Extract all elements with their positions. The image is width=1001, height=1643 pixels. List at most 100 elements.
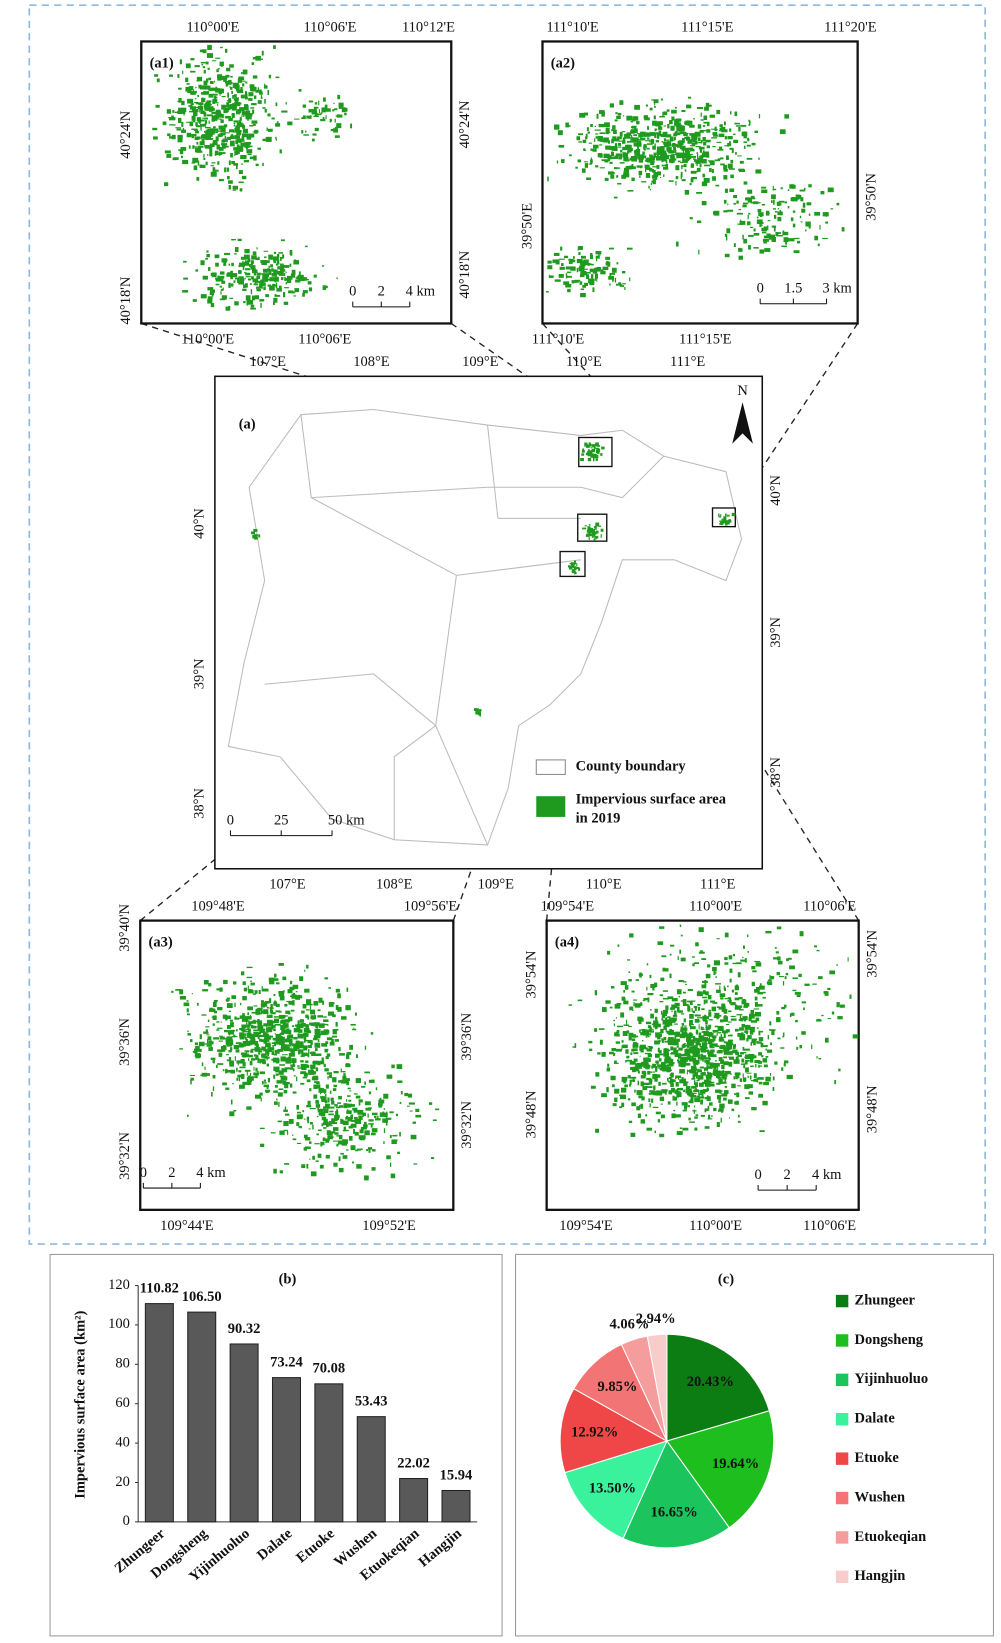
impervious-patch [699, 1032, 702, 1035]
impervious-patch [695, 134, 696, 136]
impervious-patch [663, 167, 668, 170]
impervious-patch [620, 1012, 624, 1017]
impervious-patch [609, 248, 614, 250]
impervious-patch [309, 287, 312, 291]
impervious-patch [785, 241, 787, 245]
impervious-patch [606, 128, 608, 133]
impervious-patch [627, 141, 632, 143]
impervious-patch [289, 1119, 294, 1124]
impervious-patch [251, 260, 254, 264]
impervious-patch [253, 1005, 257, 1006]
impervious-patch [193, 1051, 198, 1053]
impervious-patch [583, 148, 585, 151]
impervious-patch [229, 86, 230, 87]
impervious-patch [748, 213, 750, 215]
impervious-patch [372, 1113, 378, 1115]
impervious-patch [248, 98, 252, 101]
impervious-patch [730, 111, 731, 114]
impervious-patch [262, 1082, 267, 1083]
page: 110°00'E110°06'E110°12'E110°00'E110°06'E… [0, 0, 1001, 1643]
impervious-patch [273, 1028, 276, 1031]
impervious-patch [238, 281, 244, 285]
impervious-patch [708, 995, 712, 999]
impervious-patch [251, 255, 257, 259]
impervious-patch [671, 1088, 675, 1093]
scale-label: 4 km [812, 1167, 842, 1183]
impervious-patch [239, 170, 243, 174]
impervious-patch [272, 1048, 273, 1050]
impervious-patch [560, 267, 565, 270]
impervious-patch [618, 113, 622, 115]
impervious-patch [740, 1052, 744, 1054]
impervious-patch [200, 141, 205, 145]
impervious-patch [250, 1050, 253, 1053]
impervious-patch [264, 1024, 266, 1026]
impervious-patch [232, 106, 237, 111]
impervious-patch [592, 287, 594, 292]
impervious-patch [242, 1031, 244, 1032]
impervious-patch [229, 264, 231, 266]
impervious-patch [625, 159, 629, 161]
impervious-patch [690, 1026, 696, 1029]
impervious-patch [663, 111, 667, 115]
impervious-patch [362, 1113, 364, 1117]
left-tick-label: 39°48'N [523, 1090, 539, 1138]
impervious-patch [578, 141, 582, 142]
map-panel: 109°48'E109°56'E109°44'E109°52'E39°40'N3… [117, 898, 475, 1233]
impervious-patch [296, 1105, 299, 1110]
impervious-patch [683, 1110, 687, 1112]
impervious-patch [783, 1033, 785, 1036]
impervious-patch [240, 1003, 241, 1005]
impervious-patch [267, 1052, 269, 1056]
impervious-patch [628, 1098, 630, 1100]
impervious-patch [248, 1026, 250, 1027]
impervious-patch [660, 146, 664, 149]
impervious-patch [320, 1061, 324, 1065]
impervious-patch [244, 1031, 248, 1033]
impervious-patch [332, 1036, 337, 1038]
impervious-patch [629, 1036, 632, 1040]
impervious-patch [630, 131, 634, 134]
impervious-patch [261, 1039, 264, 1042]
impervious-patch [282, 1054, 288, 1055]
impervious-patch [642, 151, 644, 155]
impervious-patch [334, 1115, 339, 1120]
impervious-patch [759, 986, 765, 990]
impervious-patch [185, 78, 188, 82]
impervious-patch [268, 284, 271, 286]
impervious-patch [653, 1086, 655, 1090]
impervious-patch [299, 976, 303, 981]
impervious-patch [725, 1086, 727, 1088]
impervious-patch [206, 162, 208, 165]
impervious-patch [181, 156, 183, 158]
impervious-patch [263, 286, 265, 290]
impervious-patch [799, 1045, 801, 1048]
impervious-patch [588, 458, 591, 461]
impervious-patch [306, 1009, 310, 1010]
impervious-patch [290, 264, 292, 267]
impervious-patch [253, 57, 256, 59]
impervious-patch [356, 1054, 358, 1058]
impervious-patch [683, 134, 688, 136]
impervious-patch [698, 1077, 700, 1081]
impervious-patch [240, 155, 246, 159]
bottom-tick-label: 110°E [586, 877, 622, 893]
impervious-patch [213, 1037, 219, 1039]
impervious-patch [623, 1001, 628, 1005]
impervious-patch [610, 103, 614, 107]
impervious-patch [678, 1055, 681, 1059]
impervious-patch [262, 986, 263, 991]
impervious-patch [200, 1074, 206, 1076]
impervious-patch [738, 997, 742, 999]
impervious-patch [212, 272, 217, 277]
impervious-patch [244, 104, 248, 109]
impervious-patch [247, 967, 253, 968]
impervious-patch [204, 131, 206, 133]
impervious-patch [697, 152, 698, 154]
impervious-patch [238, 1070, 241, 1072]
impervious-patch [262, 278, 268, 282]
right-tick-label: 40°24'N [457, 100, 473, 148]
impervious-patch [727, 520, 731, 522]
impervious-patch [207, 1045, 212, 1047]
impervious-patch [668, 1067, 670, 1072]
